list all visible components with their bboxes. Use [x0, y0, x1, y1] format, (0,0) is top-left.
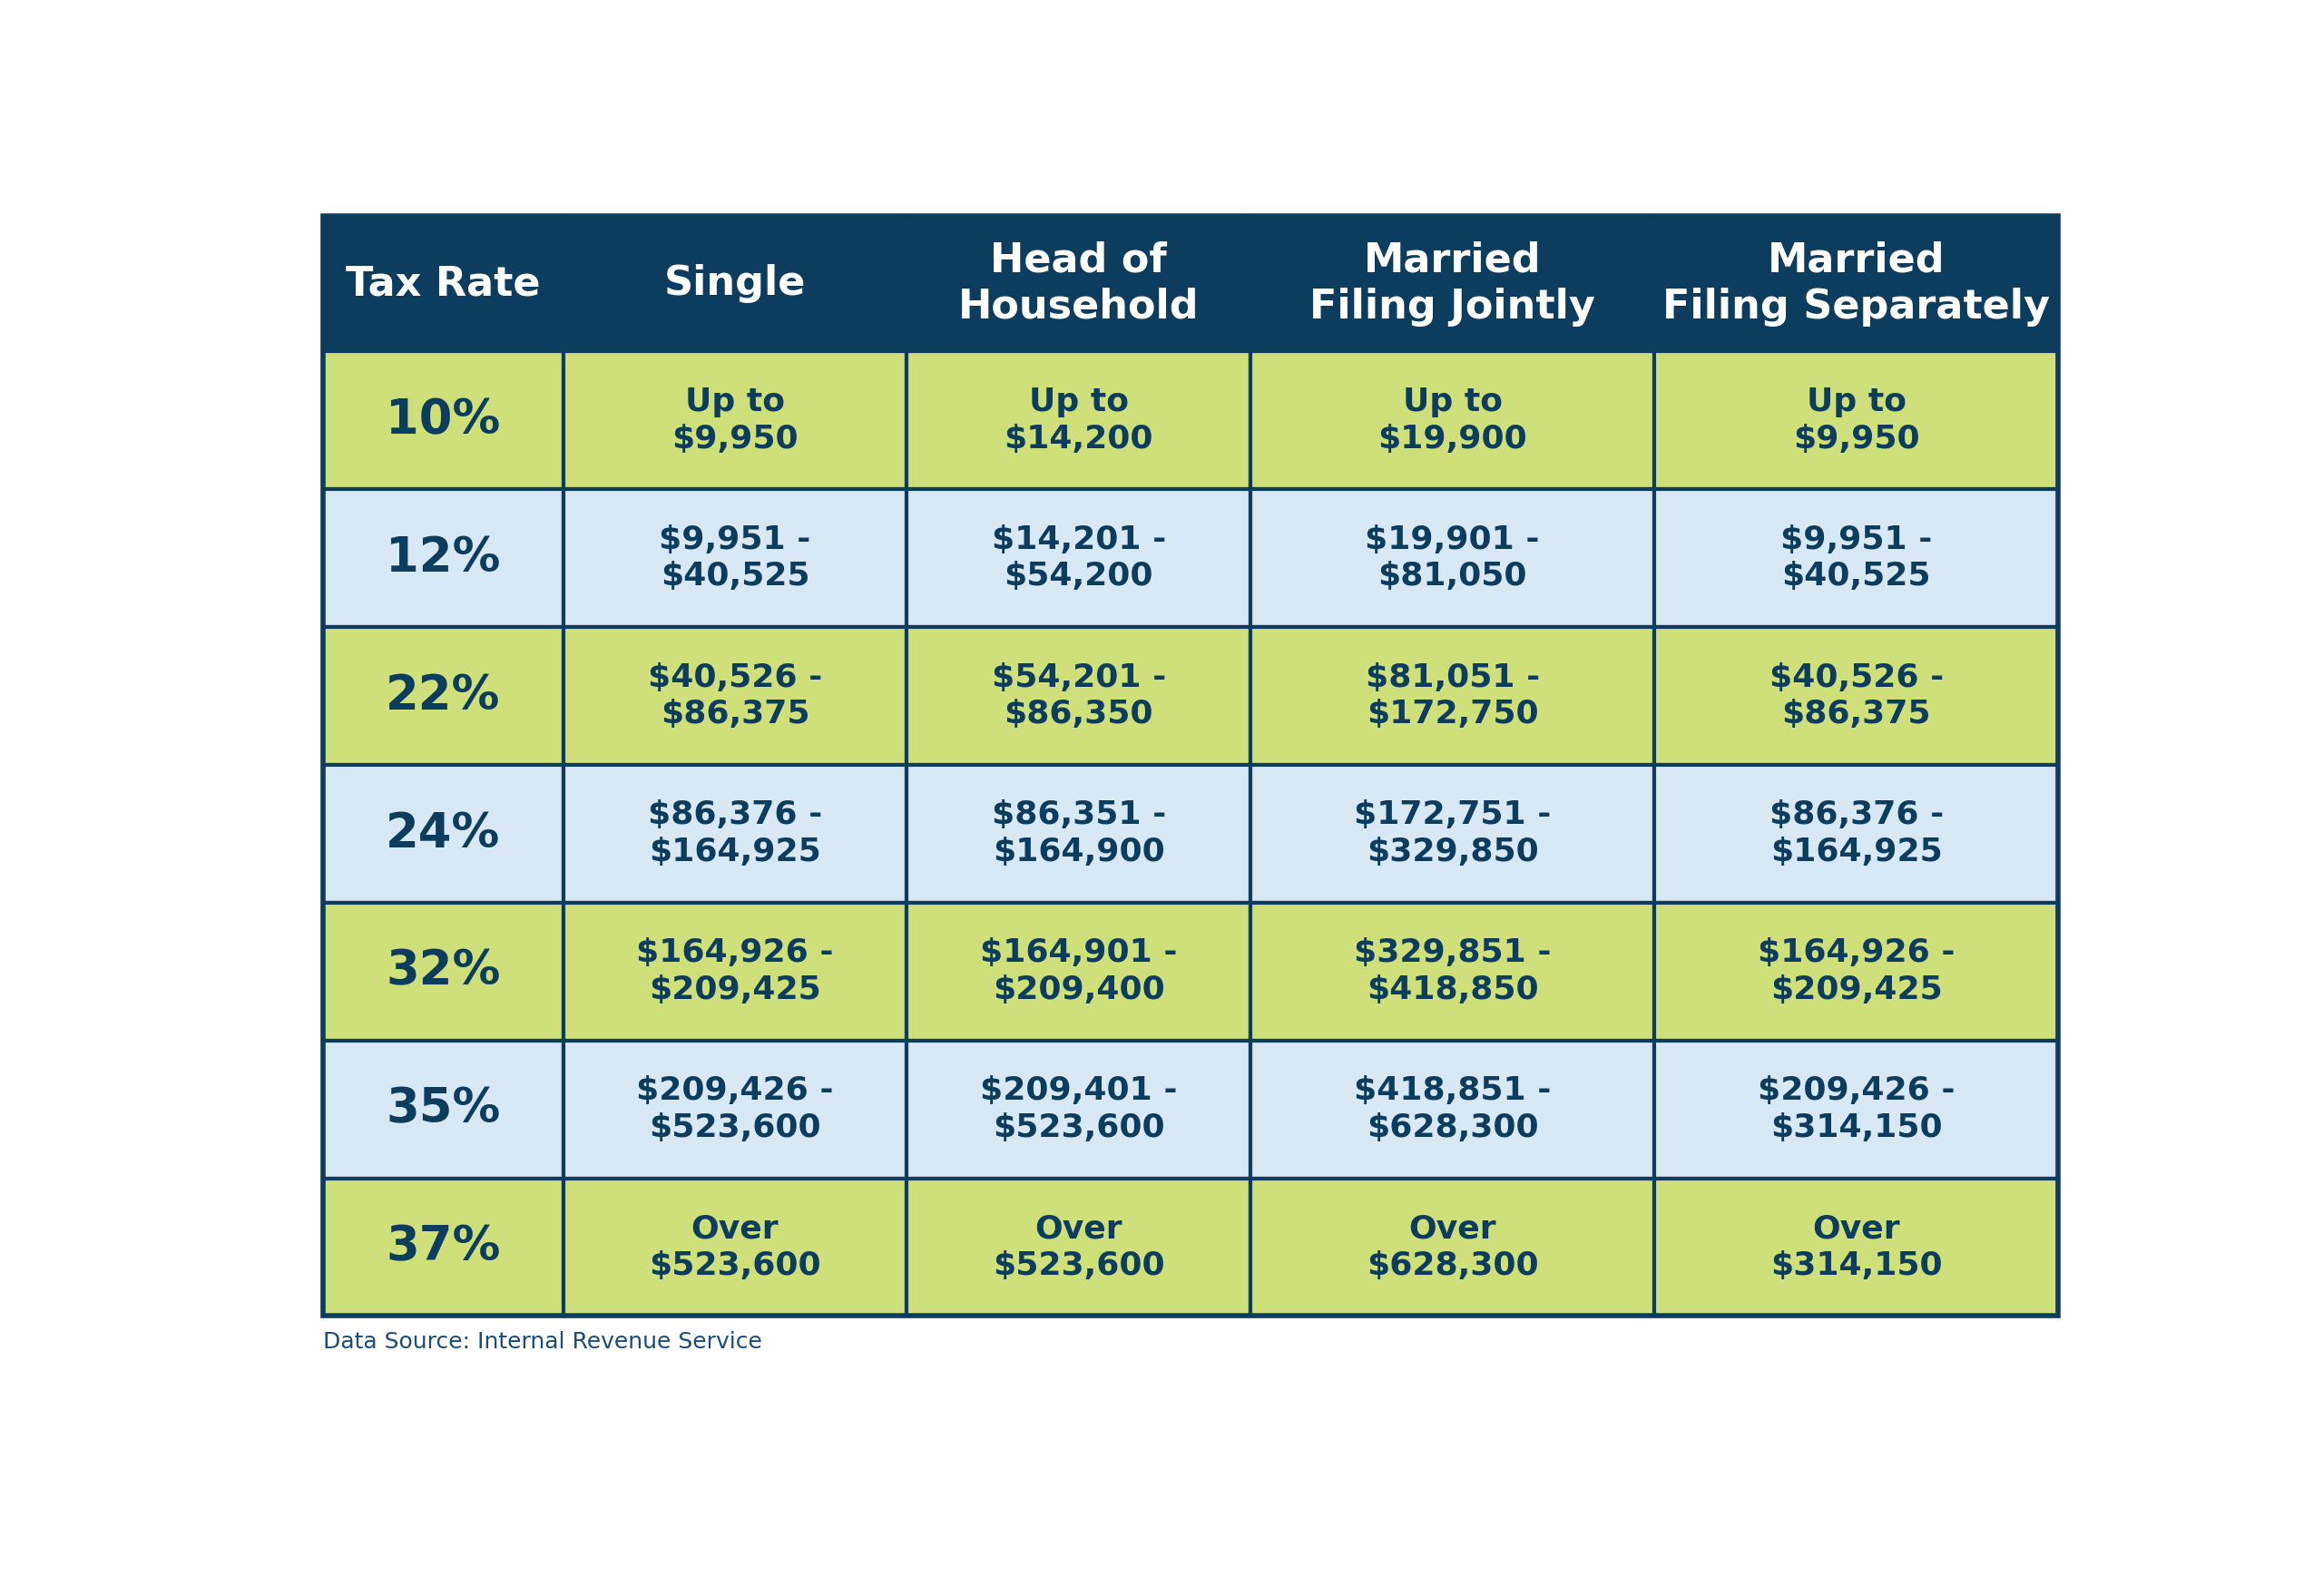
Bar [906, 903, 1250, 1041]
Text: Over
$314,150: Over $314,150 [1770, 1213, 1942, 1282]
Text: Over
$628,300: Over $628,300 [1366, 1213, 1538, 1282]
Bar [1654, 1041, 2058, 1178]
Bar [323, 1041, 562, 1178]
Bar [906, 1178, 1250, 1317]
Bar [562, 490, 906, 627]
Text: Single: Single [664, 265, 806, 303]
Bar [1654, 903, 2058, 1041]
Bar [1250, 1178, 1654, 1317]
Bar [1250, 764, 1654, 903]
Bar [1654, 1178, 2058, 1317]
Text: $40,526 -
$86,375: $40,526 - $86,375 [1770, 662, 1944, 729]
Bar [323, 627, 562, 764]
Text: $164,901 -
$209,400: $164,901 - $209,400 [980, 937, 1178, 1005]
Bar [906, 215, 1250, 351]
Bar [562, 627, 906, 764]
Bar [323, 215, 2058, 1317]
Bar [562, 351, 906, 490]
Text: Data Source: Internal Revenue Service: Data Source: Internal Revenue Service [323, 1331, 762, 1352]
Bar [1250, 627, 1654, 764]
Bar [1654, 215, 2058, 351]
Text: 24%: 24% [386, 811, 499, 857]
Text: Over
$523,600: Over $523,600 [648, 1213, 820, 1282]
Bar [562, 215, 906, 351]
Text: Up to
$9,950: Up to $9,950 [1793, 386, 1919, 455]
Bar [562, 764, 906, 903]
Bar [562, 903, 906, 1041]
Text: $209,426 -
$523,600: $209,426 - $523,600 [637, 1076, 834, 1143]
Text: $86,351 -
$164,900: $86,351 - $164,900 [992, 800, 1166, 868]
Text: Married
Filing Separately: Married Filing Separately [1663, 241, 2051, 327]
Text: Head of
Household: Head of Household [959, 241, 1199, 327]
Text: $9,951 -
$40,525: $9,951 - $40,525 [1779, 523, 1933, 592]
Text: $81,051 -
$172,750: $81,051 - $172,750 [1366, 662, 1540, 729]
Text: $86,376 -
$164,925: $86,376 - $164,925 [1770, 800, 1944, 868]
Bar [1654, 764, 2058, 903]
Text: $164,926 -
$209,425: $164,926 - $209,425 [1759, 937, 1956, 1005]
Bar [1250, 903, 1654, 1041]
Text: 10%: 10% [386, 397, 499, 444]
Bar [906, 764, 1250, 903]
Text: $9,951 -
$40,525: $9,951 - $40,525 [660, 523, 811, 592]
Text: $209,426 -
$314,150: $209,426 - $314,150 [1759, 1076, 1956, 1143]
Bar [1654, 627, 2058, 764]
Bar [1654, 351, 2058, 490]
Bar [906, 490, 1250, 627]
Bar [562, 1178, 906, 1317]
Text: 32%: 32% [386, 948, 499, 994]
Text: $14,201 -
$54,200: $14,201 - $54,200 [992, 523, 1166, 592]
Bar [1250, 215, 1654, 351]
Text: $172,751 -
$329,850: $172,751 - $329,850 [1354, 800, 1552, 868]
Text: $329,851 -
$418,850: $329,851 - $418,850 [1354, 937, 1552, 1005]
Text: 35%: 35% [386, 1085, 499, 1133]
Text: Over
$523,600: Over $523,600 [992, 1213, 1164, 1282]
Bar [323, 215, 562, 351]
Text: Up to
$14,200: Up to $14,200 [1004, 386, 1155, 455]
Text: 37%: 37% [386, 1224, 499, 1270]
Bar [906, 1041, 1250, 1178]
Text: Up to
$9,950: Up to $9,950 [671, 386, 799, 455]
Text: 22%: 22% [386, 672, 499, 720]
Text: 12%: 12% [386, 535, 499, 581]
Text: Tax Rate: Tax Rate [346, 265, 541, 303]
Text: Married
Filing Jointly: Married Filing Jointly [1310, 241, 1596, 327]
Text: $54,201 -
$86,350: $54,201 - $86,350 [992, 662, 1166, 729]
Text: $86,376 -
$164,925: $86,376 - $164,925 [648, 800, 822, 868]
Bar [323, 1178, 562, 1317]
Bar [1250, 1041, 1654, 1178]
Bar [1250, 351, 1654, 490]
Bar [906, 351, 1250, 490]
Bar [323, 351, 562, 490]
Bar [323, 490, 562, 627]
Bar [562, 1041, 906, 1178]
Text: $209,401 -
$523,600: $209,401 - $523,600 [980, 1076, 1178, 1143]
Bar [906, 627, 1250, 764]
Bar [323, 764, 562, 903]
Text: $418,851 -
$628,300: $418,851 - $628,300 [1354, 1076, 1552, 1143]
Text: $40,526 -
$86,375: $40,526 - $86,375 [648, 662, 822, 729]
Bar [1250, 490, 1654, 627]
Bar [323, 903, 562, 1041]
Text: Up to
$19,900: Up to $19,900 [1378, 386, 1526, 455]
Bar [1654, 490, 2058, 627]
Text: $164,926 -
$209,425: $164,926 - $209,425 [637, 937, 834, 1005]
Text: $19,901 -
$81,050: $19,901 - $81,050 [1366, 523, 1540, 592]
